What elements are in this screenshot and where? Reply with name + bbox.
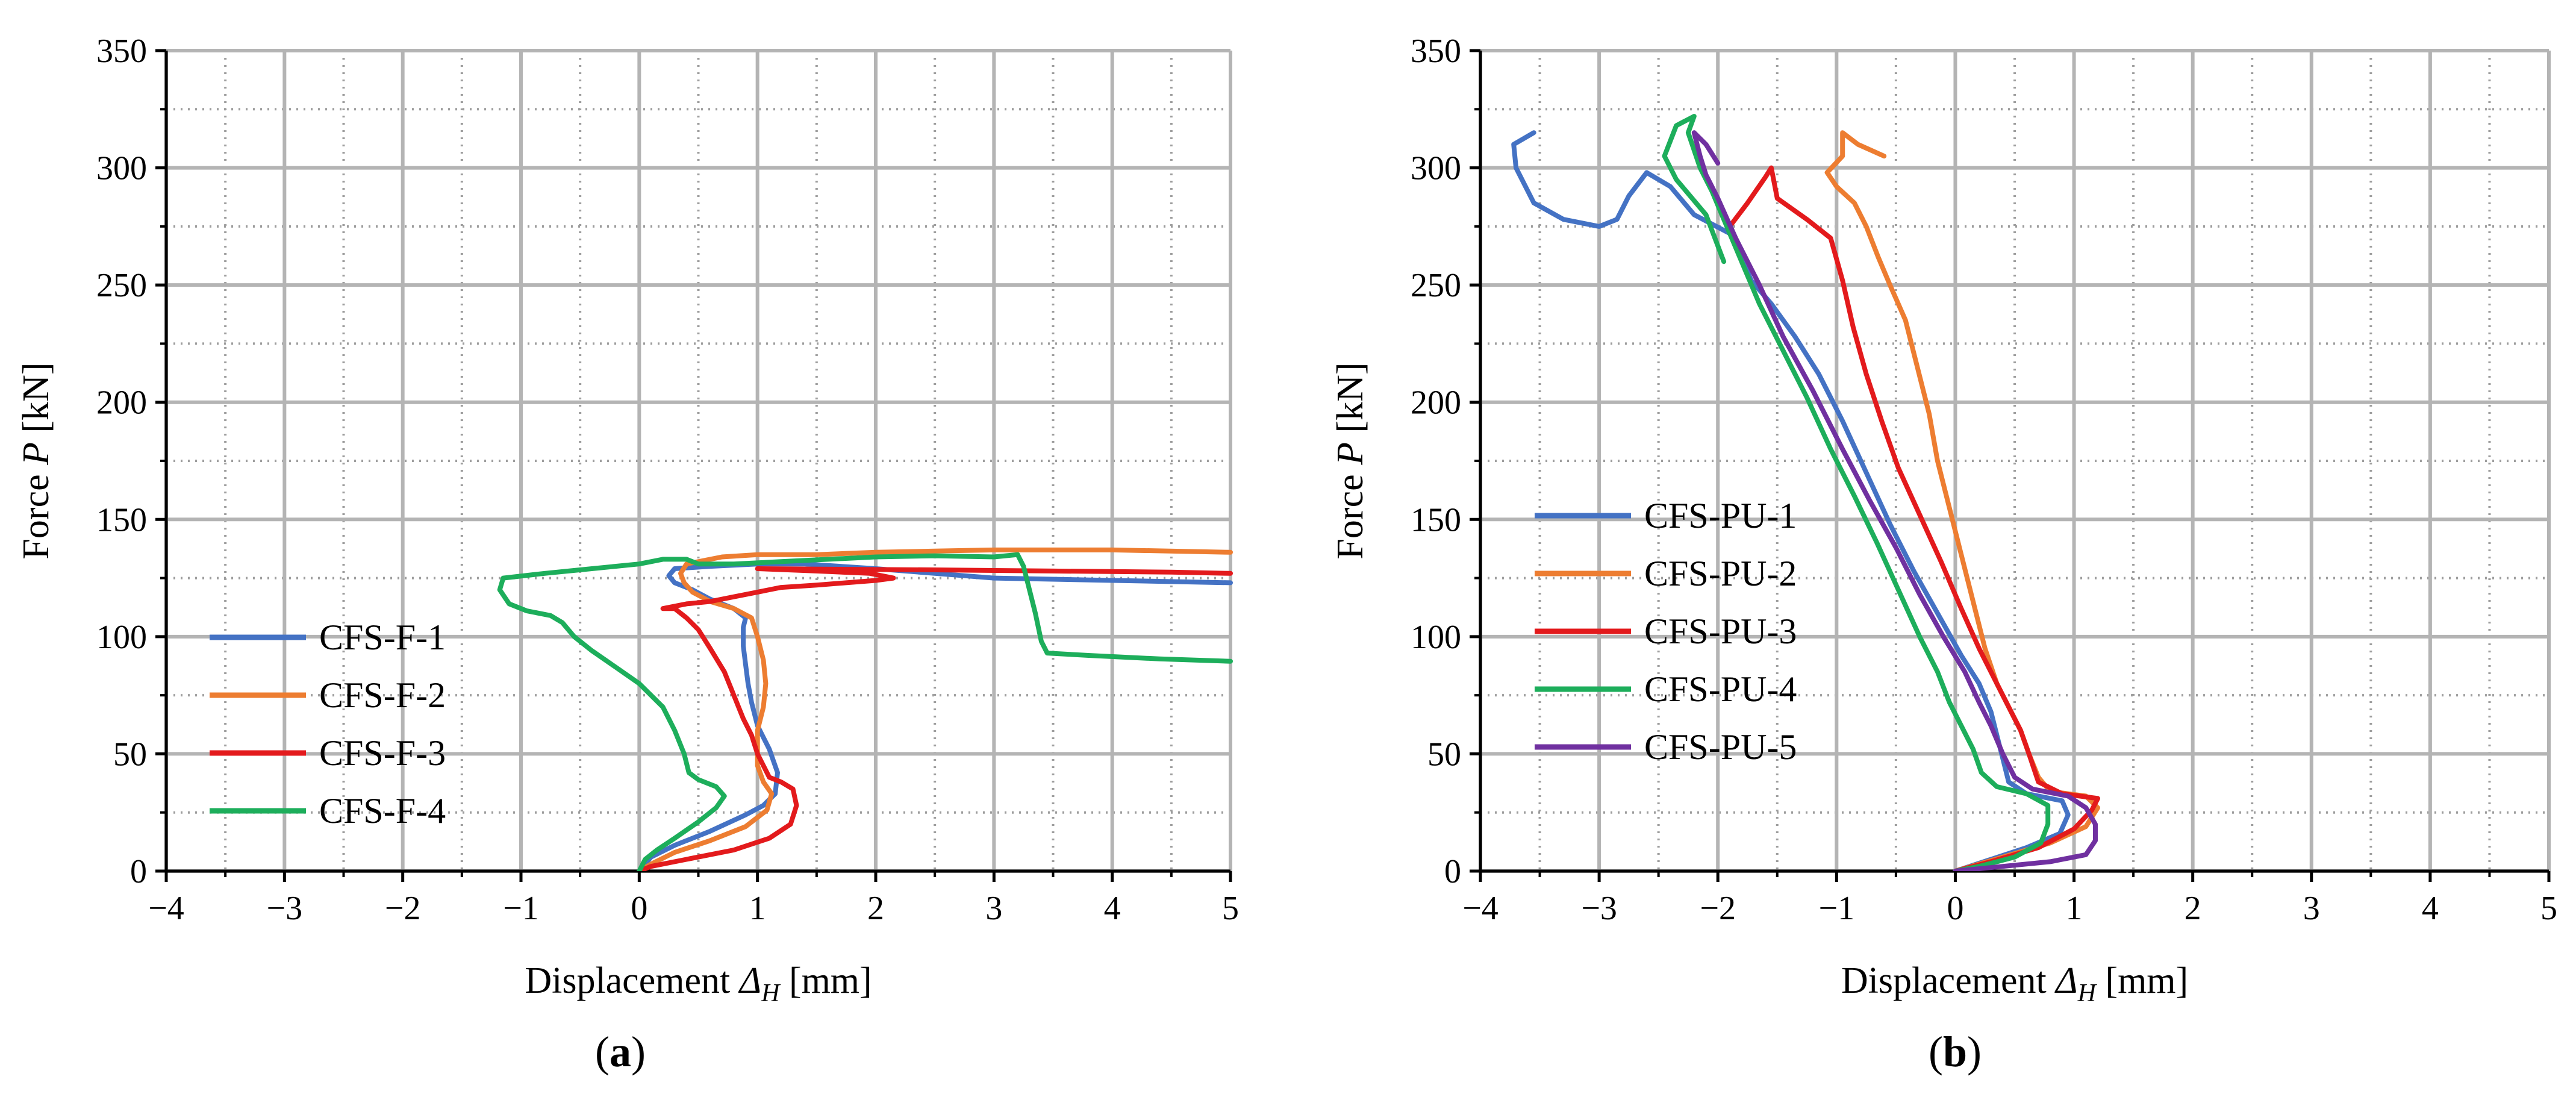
- panel-b-chart: −4 −3 −2 −1 0 1 2 3 4 5050100150200250300350Force…: [1330, 33, 2557, 1076]
- y-tick-label: 200: [96, 384, 147, 422]
- y-axis-label-prefix: Force: [1330, 465, 1371, 560]
- y-tick-label: 50: [1427, 736, 1461, 773]
- legend-label: CFS-F-3: [319, 733, 446, 773]
- x-tick-label: 3: [985, 890, 1002, 927]
- y-tick-label: 0: [130, 853, 147, 890]
- y-tick-label: 200: [1411, 384, 1461, 422]
- x-tick-label: 1: [749, 890, 766, 927]
- legend-label: CFS-F-2: [319, 675, 446, 715]
- x-axis-label: Displacement ΔH [mm]: [1841, 960, 2188, 1007]
- x-tick-label: −4: [148, 890, 184, 927]
- caption-close: ): [631, 1028, 646, 1076]
- y-tick-label: 300: [96, 150, 147, 187]
- y-tick-label: 100: [1411, 619, 1461, 656]
- series-line-cfs-pu-4: [1662, 114, 2051, 871]
- series-line-cfs-pu-3: [1727, 165, 2100, 871]
- legend-label: CFS-PU-1: [1644, 496, 1797, 536]
- x-tick-label: 5: [1222, 890, 1239, 927]
- legend-label: CFS-PU-3: [1644, 611, 1797, 651]
- x-axis-label-subscript: H: [2077, 980, 2098, 1007]
- y-tick-label: 350: [96, 33, 147, 70]
- x-tick-label: 4: [2422, 890, 2439, 927]
- y-tick-label: 150: [1411, 501, 1461, 539]
- legend-label: CFS-PU-4: [1644, 669, 1797, 709]
- x-axis-label-unit: [mm]: [779, 960, 872, 1001]
- x-tick-label: 1: [2066, 890, 2083, 927]
- y-axis-label-unit: [kN]: [16, 362, 57, 442]
- panel-caption: (b): [1929, 1028, 1982, 1076]
- y-axis-label-variable: P: [1330, 442, 1371, 466]
- series-line-cfs-f-4: [497, 552, 1233, 871]
- y-tick-label: 50: [113, 736, 147, 773]
- legend-label: CFS-F-1: [319, 617, 446, 657]
- series-lines: [497, 547, 1233, 871]
- x-axis-label-prefix: Displacement: [525, 960, 739, 1001]
- y-tick-label: 250: [96, 267, 147, 304]
- y-tick-label: 100: [96, 619, 147, 656]
- series-line-cfs-pu-1: [1511, 130, 2071, 871]
- caption-close: ): [1967, 1028, 1982, 1076]
- series-line-cfs-f-1: [637, 561, 1233, 871]
- y-axis-label-prefix: Force: [16, 465, 57, 560]
- x-tick-label: 2: [2185, 890, 2201, 927]
- y-tick-label: 0: [1444, 853, 1461, 890]
- series-line-cfs-f-3: [637, 566, 1233, 871]
- series-line-cfs-pu-5: [1691, 130, 2098, 871]
- legend-label: CFS-PU-5: [1644, 727, 1797, 767]
- caption-letter: a: [610, 1028, 631, 1076]
- panel-a-chart: −4 −3 −2 −1 0 1 2 3 4 5050100150200250300350Force…: [16, 33, 1239, 1076]
- y-axis-label-unit: [kN]: [1330, 362, 1371, 442]
- x-axis-label: Displacement ΔH [mm]: [525, 960, 872, 1007]
- y-axis-label: Force P [kN]: [16, 362, 57, 559]
- minor-gridlines: [1480, 51, 2549, 871]
- legend: CFS-PU-1 CFS-PU-2 CFS-PU-3 CFS-PU-4 CFS-PU-5: [1535, 496, 1797, 767]
- caption-open: (: [595, 1028, 610, 1076]
- y-tick-label: 350: [1411, 33, 1461, 70]
- x-axis-label-variable: Δ: [2054, 960, 2077, 1001]
- y-axis-label: Force P [kN]: [1330, 362, 1371, 559]
- x-tick-label: −1: [503, 890, 539, 927]
- x-tick-label: −3: [1581, 890, 1617, 927]
- y-axis-label-variable: P: [16, 442, 57, 466]
- x-tick-label: −1: [1819, 890, 1855, 927]
- x-tick-label: 0: [631, 890, 647, 927]
- x-axis-label-prefix: Displacement: [1841, 960, 2056, 1001]
- y-tick-label: 150: [96, 501, 147, 539]
- x-axis-label-variable: Δ: [738, 960, 761, 1001]
- caption-letter: b: [1943, 1028, 1967, 1076]
- y-tick-label: 250: [1411, 267, 1461, 304]
- panel-caption: (a): [595, 1028, 646, 1076]
- x-tick-label: −4: [1462, 890, 1499, 927]
- x-axis-label-unit: [mm]: [2096, 960, 2188, 1001]
- legend-label: CFS-F-4: [319, 791, 446, 831]
- x-tick-label: 4: [1104, 890, 1121, 927]
- y-tick-label: 300: [1411, 150, 1461, 187]
- series-lines: [1511, 114, 2100, 871]
- x-tick-label: −3: [267, 890, 303, 927]
- x-tick-label: 5: [2540, 890, 2557, 927]
- x-axis-label-subscript: H: [761, 980, 781, 1007]
- series-line-cfs-f-2: [637, 547, 1233, 871]
- x-tick-label: 0: [1947, 890, 1963, 927]
- x-tick-label: 3: [2303, 890, 2320, 927]
- legend-label: CFS-PU-2: [1644, 554, 1797, 593]
- caption-open: (: [1929, 1028, 1943, 1076]
- x-tick-label: 2: [867, 890, 884, 927]
- x-tick-label: −2: [1700, 890, 1736, 927]
- legend: CFS-F-1 CFS-F-2 CFS-F-3 CFS-F-4: [210, 617, 446, 831]
- x-tick-label: −2: [385, 890, 421, 927]
